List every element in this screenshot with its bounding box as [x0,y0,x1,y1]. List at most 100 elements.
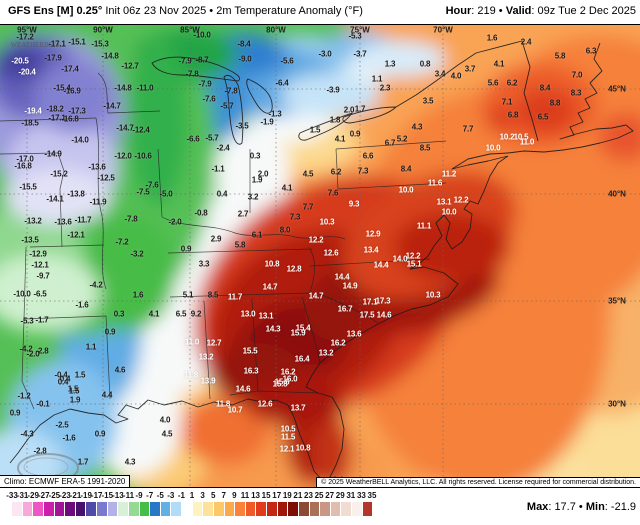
colorbar-cell [192,502,203,516]
anomaly-label: 1.7 [354,104,366,114]
anomaly-label: 7.3 [289,212,301,222]
anomaly-label: -17.9 [44,53,62,63]
colorbar-cell [224,502,235,516]
anomaly-label: -14.1 [46,194,64,204]
anomaly-label: -15.4 [53,83,71,93]
anomaly-label: 7.6 [327,188,339,198]
anomaly-label: 11.8 [183,370,199,380]
anomaly-label: -16.8 [14,161,32,171]
anomaly-label: 2.0 [343,105,355,115]
anomaly-label: 4.1 [281,183,293,193]
anomaly-label: 1.9 [251,175,263,185]
latitude-label: 30°N [608,399,626,409]
anomaly-label: 8.5 [419,143,431,153]
anomaly-label: -12.1 [31,260,49,270]
colorbar-cell [22,502,33,516]
anomaly-label: 14.0 [392,254,408,264]
anomaly-label: 15.8 [272,379,288,389]
colorbar-cell [235,502,245,516]
anomaly-label: 2.3 [379,83,391,93]
anomaly-label: 6.3 [585,46,597,56]
anomaly-label: 4.1 [334,134,346,144]
anomaly-label: 0.4 [216,189,228,199]
longitude-label: 75°W [350,25,370,35]
colorbar-tick: -15 [101,491,114,500]
colorbar-cell [298,502,309,516]
colorbar-cell [320,502,330,516]
anomaly-label: -7.8 [224,86,238,96]
colorbar-cell [33,502,43,516]
anomaly-label: 16.0 [282,374,298,384]
anomaly-label: -16.9 [63,86,81,96]
anomaly-label: 14.4 [334,272,350,282]
model-name: GFS Ens [M] 0.25° [8,5,103,17]
colorbar-cell [86,502,96,516]
anomaly-label: 7.7 [302,202,314,212]
anomaly-label: -13.6 [88,162,106,172]
colorbar-cell [213,502,224,516]
anomaly-label: 1.5 [309,125,321,135]
anomaly-label: 6.5 [537,112,549,122]
anomaly-label: 12.9 [365,229,381,239]
colorbar-tick: -33 [6,491,18,500]
colorbar-cell [65,502,75,516]
colorbar-cell [97,502,107,516]
longitude-label: 85°W [180,25,200,35]
weatherbell-wordmark: WEATHERBELL [11,41,62,49]
anomaly-label: 1.9 [69,395,81,405]
anomaly-label: 11.1 [416,221,432,231]
anomaly-label: -2.8 [33,446,47,456]
colorbar-cell [352,502,362,516]
anomaly-label: 8.5 [207,290,219,300]
anomaly-label: -7.5 [136,187,150,197]
anomaly-label: -6.4 [275,78,289,88]
anomaly-label: -2.5 [55,420,69,430]
anomaly-label: -2.8 [35,346,49,356]
colorbar-tick: 11 [240,491,250,500]
anomaly-label: 14.9 [342,281,358,291]
anomaly-label: 4.6 [114,365,126,375]
colorbar [12,502,373,516]
variable-name: 2m Temperature Anomaly (°F) [216,5,363,17]
climo-note: Climo: ECMWF ERA-5 1991-2020 [0,475,131,487]
anomaly-label: -17.1 [48,39,66,49]
colorbar-tick: 13 [251,491,260,500]
hour-label: Hour [445,5,472,17]
anomaly-label: 0.9 [349,129,361,139]
anomaly-label: 15.4 [295,323,311,333]
longitude-label: 70°W [433,25,453,35]
anomaly-map: -17.2 -17.1 -15.1 -15.3 -20.5 -17.9 -14.8 -20.4… [0,24,640,488]
anomaly-label: 16.4 [294,354,310,364]
anomaly-label: -1.2 [17,391,31,401]
anomaly-label: 10.8 [264,259,280,269]
anomaly-label: 4.1 [493,59,505,69]
state-borders [0,72,447,410]
anomaly-label: -18.2 [46,104,64,114]
anomaly-label: 1.3 [384,59,396,69]
anomaly-label: -4.2 [89,280,103,290]
colorbar-tick: 25 [314,491,324,500]
anomaly-label: -17.3 [68,106,86,116]
anomaly-label: 6.7 [384,138,396,148]
valid-label: Valid [505,5,532,17]
colorbar-cell [330,502,341,516]
colorbar-cell [107,502,118,516]
anomaly-label: -15.3 [91,39,109,49]
anomaly-label: 14.6 [235,384,251,394]
latitude-label: 35°N [608,296,626,306]
anomaly-label: 6.8 [507,110,519,120]
anomaly-label: 11.7 [227,292,243,302]
colorbar-tick: 21 [293,491,303,500]
anomaly-label: -14.0 [71,135,89,145]
anomaly-label: 16.3 [243,366,259,376]
anomaly-label: 10.3 [425,290,441,300]
anomaly-label: -15.1 [68,37,86,47]
anomaly-label: 10.7 [227,405,243,415]
graticule [0,25,640,487]
anomaly-label: 5.6 [487,78,499,88]
anomaly-label: -18.5 [21,118,39,128]
anomaly-label: -7.9 [178,56,192,66]
anomaly-label: -5.7 [220,101,234,111]
anomaly-label: -17.1 [48,113,66,123]
anomaly-label: 7.3 [357,166,369,176]
